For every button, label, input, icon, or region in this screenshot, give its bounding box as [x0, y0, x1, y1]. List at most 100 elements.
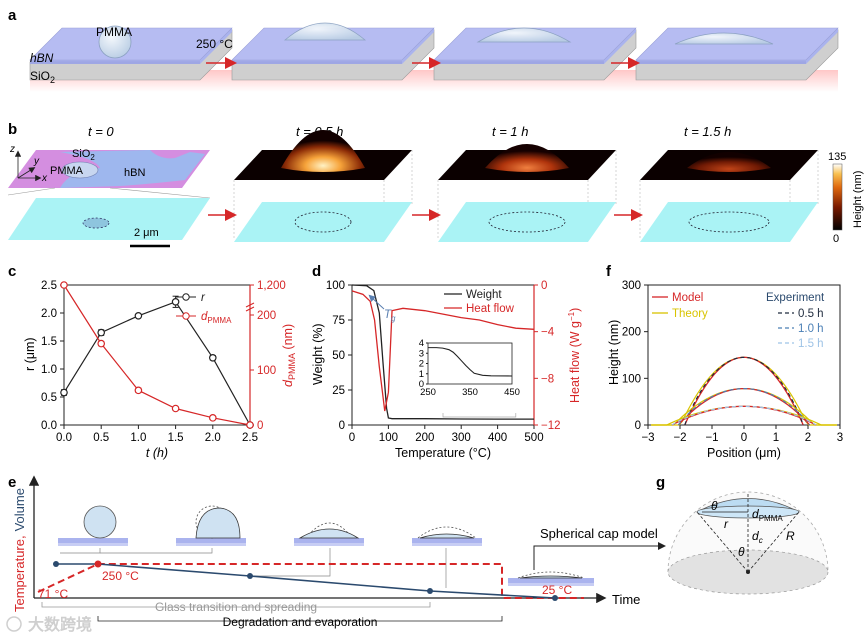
c-point-dPMMA-0	[60, 281, 68, 289]
volume-point-0	[53, 561, 59, 567]
theta-label-top: θ	[711, 499, 718, 513]
afm-cyan-plate-2	[640, 202, 818, 242]
d-inset-ytick-label-1: 1	[419, 369, 424, 380]
f-legend-right-title: Experiment	[766, 292, 825, 304]
panel-g: g θ r dPMMA dc R θ	[656, 474, 829, 595]
slab-hbn-top-2	[433, 27, 637, 61]
d-inset-bracket	[442, 413, 517, 418]
d-inset-ytick-label-3: 3	[419, 348, 424, 359]
f-plot-frame	[647, 284, 841, 426]
temp-peak-point	[94, 560, 102, 568]
volume-point-3	[427, 588, 433, 594]
f-ytick-label-2: 200	[622, 327, 641, 339]
schematic-spread-2	[294, 522, 364, 546]
afm-bump-2	[687, 152, 771, 172]
model-label: Spherical cap model	[540, 526, 658, 541]
afm-cyan-plate-1	[438, 202, 616, 242]
c-point-r-2	[134, 311, 143, 320]
d-inset-frame	[427, 342, 513, 385]
c-point-r-1	[97, 328, 106, 337]
c-left-ylabel: r (μm)	[23, 337, 37, 371]
c-xtick-label-4: 2.0	[205, 432, 221, 444]
slab-hbn-side-1	[232, 28, 434, 64]
d-inset-ytick-label-4: 4	[419, 338, 424, 349]
panel-f: f −3 −2 −1 0 1 2 3 0 100 200 300 Position (μm) Heigh…	[606, 263, 843, 460]
d-tg-label: Tg	[384, 309, 396, 323]
zoom-line-left	[7, 187, 56, 196]
c-point-r-4	[209, 353, 217, 362]
sio2-label-a: SiO2	[30, 69, 55, 85]
panel-d: d 0 100 200 300 400 500 0 25 50 75 100 0 −4 −8 −12 Temp…	[311, 263, 582, 460]
droplet-a3	[476, 27, 572, 43]
panel-a-label: a	[8, 7, 17, 24]
afm-cyan-ellipse-2	[688, 211, 770, 233]
d-inset-xtick-2: 450	[504, 387, 520, 398]
d-xtick-label-2: 200	[415, 432, 434, 444]
R-label: R	[786, 529, 795, 543]
panel-b: b t = 0 t = 0.5 h t = 1 h t = 1.5 h SiO2…	[7, 121, 864, 248]
d-xtick-label-3: 300	[452, 432, 471, 444]
hbn-label-a: hBN	[30, 51, 54, 65]
x-axis-label: x	[41, 173, 48, 184]
d-inset-xtick-1: 350	[462, 387, 478, 398]
c-rtick-label-3: 1,200	[257, 280, 286, 292]
c-point-dPMMA-4	[209, 414, 217, 422]
watermark-icon	[6, 616, 22, 632]
scale-bar-label: 2 μm	[134, 227, 159, 239]
phase-glass-bracket	[41, 602, 431, 608]
f-xtick-label-5: 2	[805, 432, 811, 444]
d-tg-arrow	[368, 294, 385, 310]
f-model-2	[671, 405, 817, 426]
c-legend-marker-r	[182, 293, 190, 301]
c-ytick-label-2: 1.0	[41, 364, 57, 376]
c-xtick-label-3: 1.5	[168, 432, 184, 444]
y-axis-label: y	[33, 156, 40, 167]
d-xlabel: Temperature (°C)	[395, 446, 491, 460]
c-ytick-label-1: 0.5	[41, 392, 57, 404]
panel-f-label: f	[606, 263, 612, 280]
radius-line-right	[747, 511, 800, 573]
sphere-center	[746, 570, 750, 574]
d-xtick-label-4: 400	[488, 432, 507, 444]
dc-label: dc	[752, 529, 763, 545]
zoom-line-right	[109, 187, 211, 199]
c-legend-label-dPMMA: dPMMA	[201, 311, 232, 325]
f-xtick-label-0: −3	[641, 432, 654, 444]
c-point-dPMMA-1	[97, 339, 106, 348]
pmma-spot	[61, 161, 99, 179]
schematic-final	[508, 571, 594, 586]
c-rtick-label-1: 100	[257, 365, 276, 377]
d-rtick-label-0: 0	[541, 280, 547, 292]
f-legend-right-label-0: 0.5 h	[798, 308, 824, 320]
f-theory-0	[651, 356, 837, 426]
c-ytick-label-5: 2.5	[41, 280, 57, 292]
time-label-2: t = 1 h	[492, 124, 529, 139]
f-ytick-label-3: 300	[622, 280, 641, 292]
panel-b-label: b	[8, 121, 17, 138]
afm-cyan-ellipse-1	[488, 211, 566, 233]
f-legend-left-label-1: Theory	[672, 308, 708, 320]
schematic-spread-3	[412, 526, 482, 546]
c-point-dPMMA-5	[246, 421, 254, 429]
c-line-dPMMA	[63, 284, 251, 426]
d-inset-ytick-label-0: 0	[419, 379, 424, 390]
d-inset-line	[428, 347, 513, 377]
f-ytick-label-1: 100	[622, 373, 641, 385]
f-ylabel: Height (nm)	[607, 320, 621, 385]
d-ytick-label-4: 100	[326, 280, 345, 292]
watermark: 大数跨境	[6, 615, 92, 634]
theta-label-center: θ	[738, 545, 745, 559]
d-inset-xtick-0: 250	[420, 387, 436, 398]
c-ytick-label-3: 1.5	[41, 336, 57, 348]
d-right-ylabel: Heat flow (W g−1)	[567, 308, 582, 403]
panel-e: e Temperature,Volume Time	[8, 474, 666, 629]
phase-degradation-label: Degradation and evaporation	[223, 615, 378, 629]
e-y-axis-label: Temperature,Volume	[12, 488, 27, 612]
f-ytick-label-0: 0	[635, 420, 641, 432]
f-xtick-label-2: −1	[705, 432, 718, 444]
c-ytick-label-4: 2.0	[41, 308, 57, 320]
d-ytick-label-0: 0	[339, 420, 345, 432]
pmma-label-a: PMMA	[96, 25, 132, 39]
droplet-a2	[283, 22, 367, 41]
